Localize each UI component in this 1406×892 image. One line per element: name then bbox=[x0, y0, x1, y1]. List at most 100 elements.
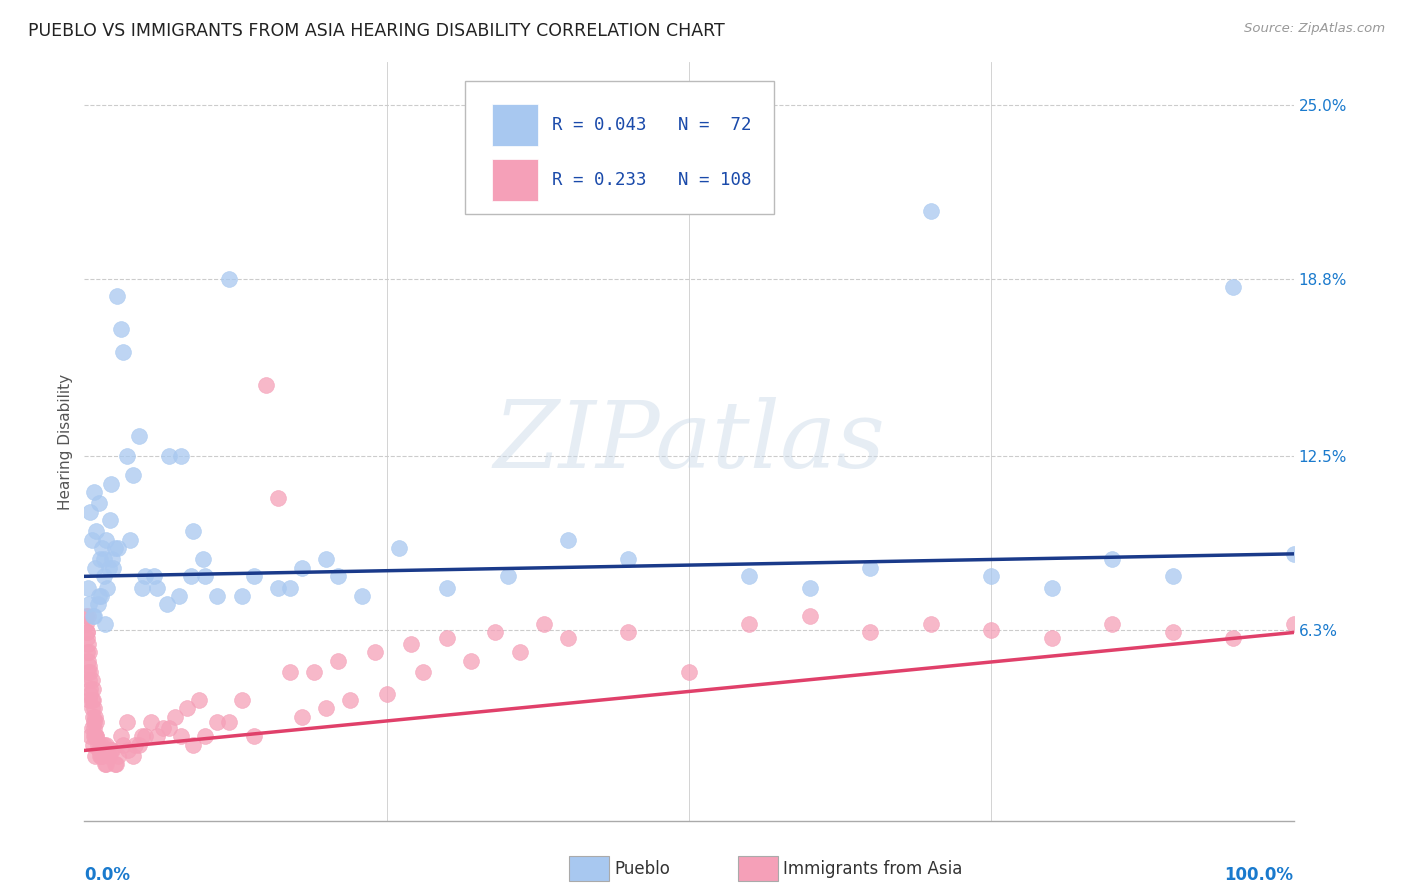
Point bbox=[83, 730, 105, 744]
Point bbox=[167, 589, 190, 603]
Point bbox=[1282, 617, 1305, 632]
Point bbox=[170, 449, 193, 463]
Point bbox=[139, 715, 162, 730]
Point bbox=[83, 701, 105, 715]
Text: Pueblo: Pueblo bbox=[614, 860, 671, 878]
Point bbox=[80, 693, 103, 707]
Text: Immigrants from Asia: Immigrants from Asia bbox=[783, 860, 963, 878]
Point bbox=[496, 569, 519, 583]
Point bbox=[738, 617, 761, 632]
Point bbox=[76, 631, 98, 645]
Point bbox=[97, 561, 120, 575]
Point bbox=[98, 513, 121, 527]
Point bbox=[97, 749, 120, 764]
Point bbox=[115, 449, 138, 463]
Point bbox=[399, 637, 422, 651]
Point bbox=[104, 541, 127, 556]
Point bbox=[90, 589, 112, 603]
Point bbox=[375, 687, 398, 701]
Point bbox=[859, 561, 882, 575]
Point bbox=[82, 693, 104, 707]
Point bbox=[157, 721, 180, 735]
Point bbox=[218, 715, 240, 730]
Point bbox=[79, 665, 101, 679]
Point bbox=[207, 715, 229, 730]
Bar bbox=[492, 160, 538, 202]
Point bbox=[617, 625, 640, 640]
Point bbox=[94, 533, 117, 547]
Point bbox=[218, 271, 240, 285]
Point bbox=[278, 665, 301, 679]
Point bbox=[1040, 631, 1063, 645]
Point bbox=[242, 730, 264, 744]
Point bbox=[91, 541, 114, 556]
Point bbox=[1101, 552, 1123, 566]
Point bbox=[120, 533, 142, 547]
Point bbox=[93, 569, 115, 583]
Text: R = 0.233   N = 108: R = 0.233 N = 108 bbox=[553, 171, 752, 189]
Point bbox=[87, 589, 110, 603]
Point bbox=[107, 749, 129, 764]
Point bbox=[302, 665, 325, 679]
Point bbox=[128, 738, 150, 752]
Point bbox=[77, 654, 100, 668]
Point bbox=[460, 654, 482, 668]
Point bbox=[328, 654, 350, 668]
Point bbox=[104, 757, 127, 772]
Point bbox=[86, 598, 108, 612]
Point bbox=[152, 721, 174, 735]
Point bbox=[207, 589, 229, 603]
Point bbox=[267, 581, 290, 595]
Point bbox=[86, 524, 108, 539]
Point bbox=[76, 625, 98, 640]
Point bbox=[170, 730, 193, 744]
Point bbox=[83, 721, 105, 735]
Point bbox=[157, 449, 180, 463]
Point bbox=[80, 721, 103, 735]
Point bbox=[82, 681, 104, 696]
Point bbox=[181, 738, 204, 752]
Point bbox=[80, 701, 103, 715]
Point bbox=[155, 598, 177, 612]
Point bbox=[91, 749, 114, 764]
Point bbox=[79, 687, 101, 701]
Point bbox=[1161, 625, 1184, 640]
Point bbox=[291, 710, 314, 724]
Point bbox=[363, 645, 385, 659]
Point bbox=[799, 581, 821, 595]
Point bbox=[1101, 617, 1123, 632]
Y-axis label: Hearing Disability: Hearing Disability bbox=[58, 374, 73, 509]
Point bbox=[80, 533, 103, 547]
Point bbox=[115, 715, 138, 730]
Text: PUEBLO VS IMMIGRANTS FROM ASIA HEARING DISABILITY CORRELATION CHART: PUEBLO VS IMMIGRANTS FROM ASIA HEARING D… bbox=[28, 22, 725, 40]
Point bbox=[89, 552, 111, 566]
Point bbox=[93, 552, 115, 566]
Point bbox=[86, 715, 108, 730]
Point bbox=[94, 757, 117, 772]
Point bbox=[90, 738, 112, 752]
Point bbox=[180, 569, 202, 583]
Point bbox=[191, 552, 214, 566]
Point bbox=[165, 710, 187, 724]
Point bbox=[75, 617, 97, 632]
Point bbox=[89, 749, 111, 764]
Point bbox=[79, 505, 101, 519]
Point bbox=[738, 569, 761, 583]
Point bbox=[96, 581, 118, 595]
Point bbox=[291, 561, 314, 575]
Point bbox=[76, 625, 98, 640]
Point bbox=[315, 552, 337, 566]
Point bbox=[83, 608, 105, 623]
Point bbox=[131, 581, 153, 595]
Point bbox=[84, 730, 107, 744]
Point bbox=[100, 743, 122, 757]
Point bbox=[188, 693, 211, 707]
Point bbox=[77, 608, 100, 623]
Point bbox=[82, 738, 104, 752]
Point bbox=[181, 524, 204, 539]
Point bbox=[799, 608, 821, 623]
Point bbox=[93, 743, 115, 757]
Point bbox=[1222, 631, 1244, 645]
Point bbox=[87, 743, 110, 757]
Point bbox=[104, 757, 127, 772]
